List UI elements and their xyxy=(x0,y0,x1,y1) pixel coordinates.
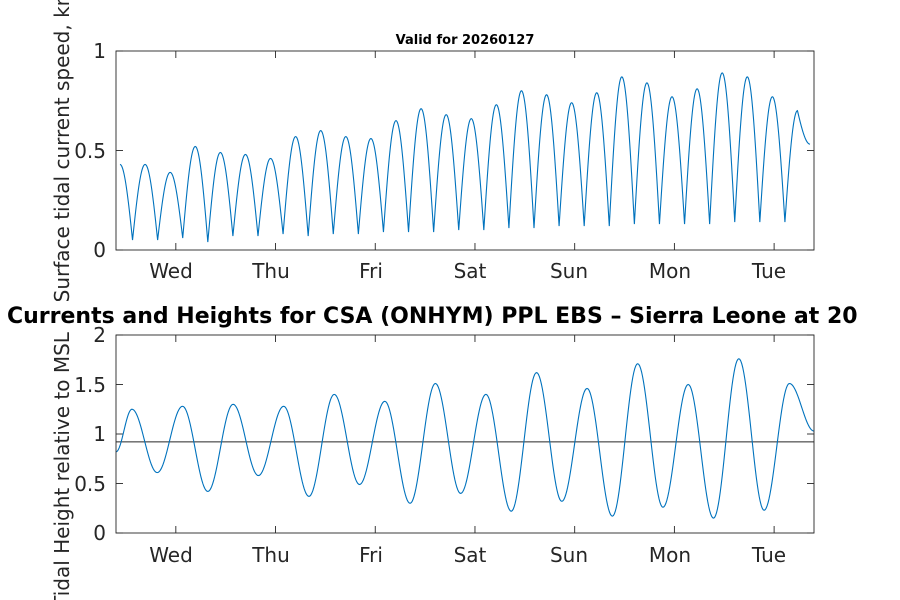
current-xtick-mon: Mon xyxy=(649,259,691,283)
current-xtick-wed: Wed xyxy=(149,259,193,283)
current-xtick-thu: Thu xyxy=(251,259,290,283)
tidal-height-panel: 2 1.5 1 0.5 0 Wed Thu Fri Sat Sun Mon Tu… xyxy=(50,323,815,600)
current-ytick-05: 0.5 xyxy=(74,139,106,163)
height-xtick-sun: Sun xyxy=(550,543,588,567)
height-ytick-05: 0.5 xyxy=(74,472,106,496)
current-ylabel: Surface tidal current speed, kn xyxy=(50,0,74,302)
current-xtick-tue: Tue xyxy=(751,259,786,283)
tidal-height-line xyxy=(115,358,815,519)
current-speed-line xyxy=(119,72,811,243)
current-ytick-1: 1 xyxy=(93,39,106,63)
height-xtick-wed: Wed xyxy=(149,543,193,567)
height-plot-area xyxy=(116,335,814,533)
height-xtick-tue: Tue xyxy=(751,543,786,567)
height-ytick-2: 2 xyxy=(93,323,106,347)
current-ytick-0: 0 xyxy=(93,238,106,262)
height-xtick-thu: Thu xyxy=(251,543,290,567)
main-chart-title: Currents and Heights for CSA (ONHYM) PPL… xyxy=(7,304,858,329)
height-ytick-0: 0 xyxy=(93,521,106,545)
height-xtick-sat: Sat xyxy=(454,543,487,567)
height-ytick-15: 1.5 xyxy=(74,373,106,397)
height-ytick-1: 1 xyxy=(93,422,106,446)
current-xtick-sat: Sat xyxy=(454,259,487,283)
height-ylabel: Tidal Height relative to MSL xyxy=(50,331,74,600)
height-xtick-fri: Fri xyxy=(359,543,383,567)
current-chart-title: Valid for 20260127 xyxy=(396,33,535,48)
current-axes-box xyxy=(115,50,815,251)
height-xtick-mon: Mon xyxy=(649,543,691,567)
current-speed-panel: Valid for 20260127 1 0.5 0 Wed Thu Fri S… xyxy=(50,0,815,302)
height-axes-box xyxy=(115,334,815,534)
current-xtick-sun: Sun xyxy=(550,259,588,283)
current-xtick-fri: Fri xyxy=(359,259,383,283)
